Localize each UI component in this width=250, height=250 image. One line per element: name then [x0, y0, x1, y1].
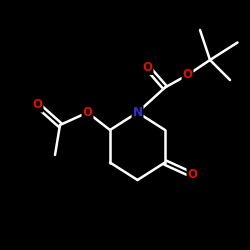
- Text: O: O: [188, 168, 198, 181]
- Text: O: O: [32, 98, 42, 112]
- Text: O: O: [142, 61, 152, 74]
- Text: N: N: [132, 106, 142, 119]
- Text: O: O: [82, 106, 92, 119]
- Text: O: O: [182, 68, 192, 82]
